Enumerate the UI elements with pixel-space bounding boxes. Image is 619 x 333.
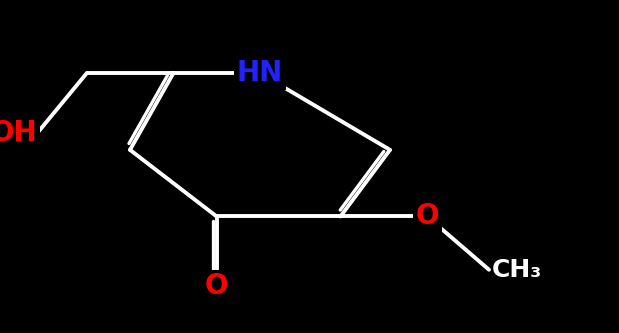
Text: O: O [415, 202, 439, 230]
Text: OH: OH [0, 119, 37, 147]
Text: HN: HN [237, 59, 283, 87]
Text: O: O [205, 272, 228, 300]
Text: CH₃: CH₃ [492, 258, 542, 282]
